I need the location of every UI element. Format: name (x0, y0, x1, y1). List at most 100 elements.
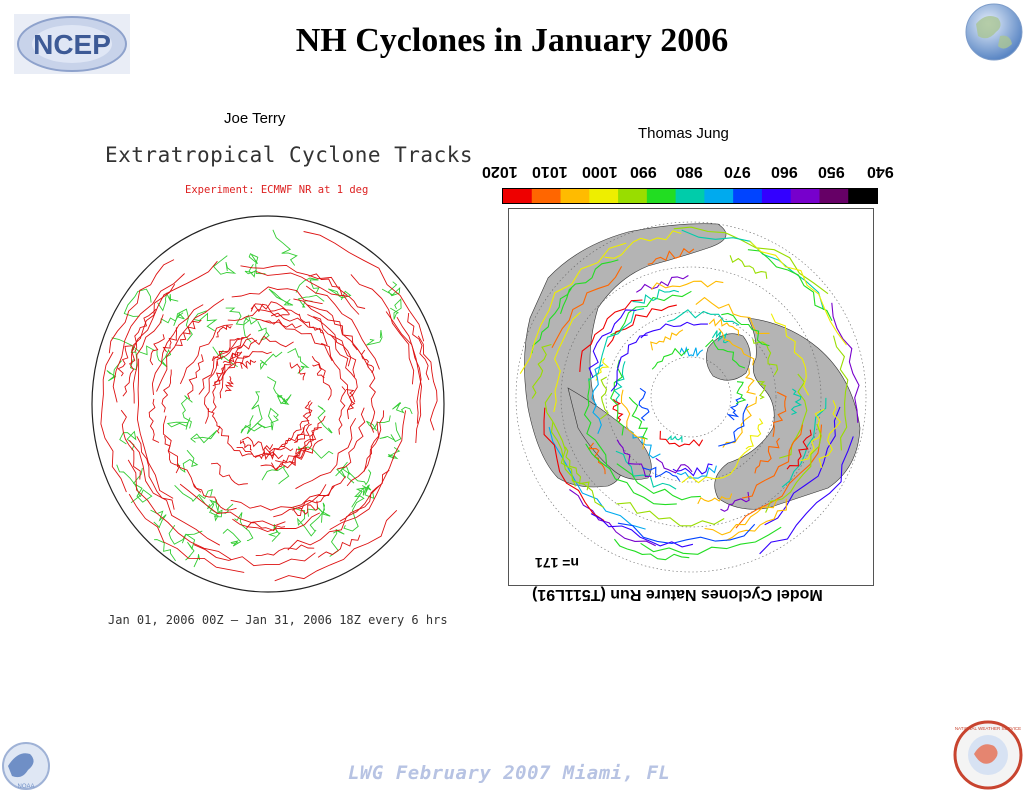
cyclone-track (363, 410, 385, 472)
cyclone-track (553, 311, 581, 413)
greenland-landmass (706, 333, 751, 381)
ncep-logo: NCEP (14, 14, 130, 74)
cyclone-track (385, 311, 422, 444)
cyclone-track (551, 266, 623, 348)
cyclone-track (786, 429, 812, 470)
coastline-segment (309, 502, 325, 532)
colorbar-segment (704, 189, 734, 203)
cyclone-track (396, 316, 422, 424)
cyclone-track (241, 436, 274, 452)
cyclone-track (610, 334, 648, 392)
cyclone-track (667, 309, 740, 326)
coastline-segment (111, 337, 155, 356)
left-panel-title: Extratropical Cyclone Tracks (105, 143, 474, 167)
cyclone-track (187, 354, 204, 400)
coastline-segment (174, 484, 213, 502)
cyclone-track (229, 339, 257, 361)
cyclone-track (240, 264, 348, 296)
cyclone-track (239, 440, 252, 451)
cyclone-track (211, 364, 226, 413)
cyclone-track (132, 314, 164, 404)
colorbar-segment (589, 189, 619, 203)
colorbar-tick-label: 1020 (482, 163, 518, 180)
coastline-segment (272, 229, 298, 266)
cyclone-track (222, 351, 243, 364)
cyclone-track (676, 465, 717, 479)
cyclone-track (156, 298, 225, 392)
noaa-logo: NOAA (2, 742, 50, 790)
cyclone-track (552, 422, 605, 508)
cyclone-track (655, 457, 693, 474)
cyclone-track (306, 304, 358, 351)
colorbar-segment (618, 189, 648, 203)
cyclone-track (519, 242, 627, 374)
cyclone-track (250, 301, 301, 316)
slide-footer: LWG February 2007 Miami, FL (348, 762, 671, 784)
cyclone-track (772, 391, 787, 437)
coastline-segment (343, 494, 365, 532)
cyclone-track (832, 335, 849, 451)
cyclone-track (313, 316, 357, 377)
coastline-segment (225, 307, 250, 326)
cyclone-track (261, 320, 333, 362)
cyclone-track (616, 502, 725, 527)
left-map-cyclone-tracks (100, 231, 438, 582)
cyclone-track (638, 387, 650, 421)
cyclone-track (531, 287, 572, 354)
cyclone-track (708, 318, 739, 336)
cyclone-count-label: n= 171 (535, 555, 579, 571)
cyclone-track (741, 424, 804, 499)
right-map-cyclone-tracks (519, 226, 860, 561)
cyclone-track (745, 368, 756, 395)
cyclone-track (625, 425, 661, 459)
colorbar-segment (819, 189, 849, 203)
cyclone-track (711, 330, 731, 344)
cyclone-track (672, 463, 713, 477)
cyclone-track (754, 437, 780, 474)
coastline-segment (381, 281, 401, 297)
coastline-segment (347, 469, 372, 486)
coastline-segment (168, 525, 203, 545)
cyclone-track (765, 423, 822, 513)
colorbar-tick-label: 960 (771, 163, 798, 180)
coastline-segment (190, 429, 218, 444)
colorbar-segment (790, 189, 820, 203)
coastline-segment (387, 447, 401, 460)
cyclone-track (179, 324, 233, 385)
coastline-segment (379, 422, 402, 443)
cyclone-track (610, 359, 625, 436)
right-panel-caption: Model Cyclones Nature Run (T511L91) (532, 586, 823, 603)
cyclone-track (204, 360, 218, 424)
cyclone-track (831, 302, 860, 423)
cyclone-track (729, 255, 768, 279)
noaa-logo-text: NOAA (17, 784, 34, 790)
cyclone-track (647, 247, 695, 265)
cyclone-track (227, 351, 272, 369)
cyclone-track (779, 373, 808, 459)
cyclone-track (212, 367, 224, 387)
cyclone-track (295, 417, 357, 490)
cyclone-track (117, 345, 132, 377)
coastline-segment (392, 402, 413, 415)
cyclone-track (636, 275, 689, 293)
colorbar-segment (646, 189, 677, 203)
cyclone-track (303, 231, 425, 342)
coastline-segment (222, 528, 242, 547)
cyclone-track (361, 349, 374, 374)
cyclone-track (312, 363, 325, 379)
cyclone-track (579, 299, 643, 372)
coastline-segment (351, 486, 367, 508)
nws-logo-text: NATIONAL WEATHER SERVICE (955, 726, 1021, 731)
cyclone-track (640, 526, 782, 555)
cyclone-track (273, 475, 346, 518)
coastline-segment (212, 255, 237, 275)
colorbar-tick-label: 940 (867, 163, 894, 180)
coastline-segment (268, 288, 294, 306)
coastline-segment (173, 308, 193, 341)
cyclone-track (695, 296, 770, 335)
cyclone-track (225, 376, 234, 392)
cyclone-track (591, 364, 604, 435)
cyclone-track (193, 544, 316, 567)
cyclone-track (294, 423, 312, 444)
cyclone-track (725, 498, 787, 542)
